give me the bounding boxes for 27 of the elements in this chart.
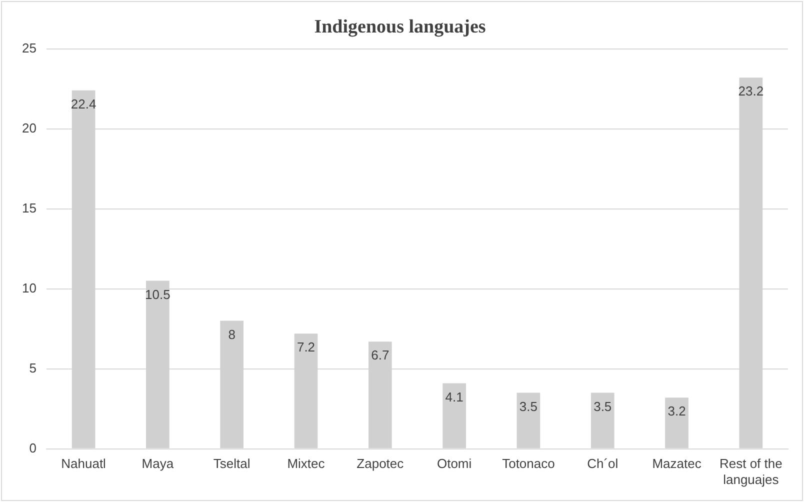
data-label: 3.2 (668, 404, 686, 419)
x-tick-label: Mazatec (652, 456, 702, 472)
y-tick-label: 10 (22, 280, 36, 296)
x-tick-label: Otomi (436, 456, 472, 472)
data-label: 3.5 (594, 398, 612, 414)
x-tick-label: Mixtec (287, 456, 326, 472)
y-tick-label: 5 (29, 360, 36, 376)
data-label: 8 (228, 326, 236, 342)
data-label: 4.1 (445, 389, 464, 404)
data-label: 10.5 (145, 286, 170, 302)
data-label: 22.4 (70, 96, 96, 112)
data-label: 23.2 (738, 84, 764, 99)
chart-title: Indigenous languajes (314, 16, 486, 38)
data-label: 3.5 (519, 398, 538, 414)
x-tick-label: Zapotec (356, 456, 404, 472)
x-tick-label: Maya (142, 456, 174, 472)
x-tick-label: Ch´ol (587, 456, 618, 472)
x-tick-label: Tseltal (213, 456, 250, 472)
x-tick-label: Nahuatl (61, 456, 106, 472)
y-tick-label: 25 (22, 40, 36, 56)
x-tick-label: Rest of the languajes (719, 456, 782, 487)
y-tick-label: 15 (22, 200, 36, 216)
x-tick-label: Totonaco (502, 456, 555, 472)
y-tick-label: 0 (29, 440, 36, 456)
data-label: 6.7 (371, 348, 390, 363)
y-tick-label: 20 (22, 120, 36, 136)
data-label: 7.2 (296, 340, 316, 355)
